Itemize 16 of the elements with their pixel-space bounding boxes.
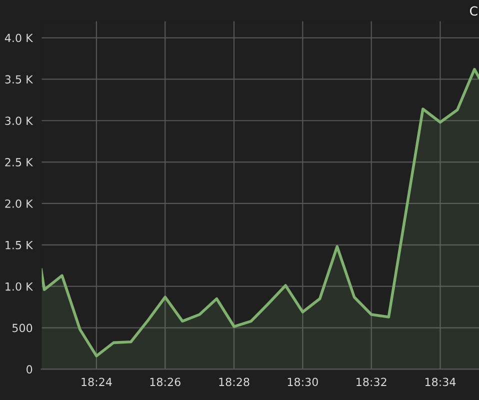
x-tick-label: 18:24 (82, 378, 112, 386)
y-tick-label: 2.0 K (5, 199, 34, 208)
y-tick-label: 0 (26, 365, 32, 374)
x-tick-label: 18:26 (150, 378, 180, 386)
x-tick-label: 18:30 (288, 378, 318, 386)
y-tick-label: 3.0 K (5, 116, 34, 126)
y-tick-label: 2.5 K (5, 158, 34, 166)
x-tick-label: 18:28 (219, 378, 250, 386)
x-tick-label: 18:34 (425, 378, 456, 386)
y-tick-label: 1.0 K (6, 282, 34, 291)
x-tick-label: 18:32 (356, 378, 386, 386)
text: C (470, 6, 478, 16)
y-tick-label: 1.5 K (6, 241, 34, 250)
y-tick-label: 3.5 K (5, 75, 34, 84)
y-tick-label: 4.0 K (4, 34, 34, 42)
y-tick-label: 500 (12, 324, 32, 332)
